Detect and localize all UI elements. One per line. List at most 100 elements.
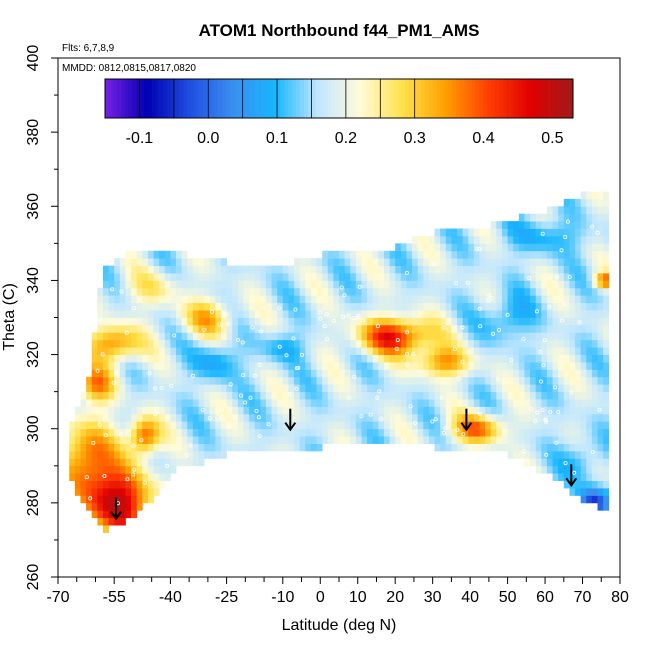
heatmap-cell — [288, 361, 295, 370]
heatmap-cell — [417, 406, 424, 415]
heatmap-cell — [541, 287, 548, 296]
heatmap-cell — [271, 399, 278, 407]
heatmap-cell — [451, 287, 458, 296]
heatmap-cell — [496, 280, 503, 289]
heatmap-cell — [563, 287, 570, 296]
heatmap-cell — [355, 250, 362, 259]
heatmap-cell — [209, 391, 216, 400]
heatmap-cell — [204, 413, 211, 422]
heatmap-cell — [170, 413, 177, 422]
heatmap-cell — [434, 235, 441, 244]
heatmap-cell — [569, 473, 576, 482]
heatmap-cell — [473, 273, 480, 281]
sample-marker — [200, 407, 205, 412]
heatmap-cell — [125, 399, 132, 407]
heatmap-cell — [524, 280, 531, 289]
heatmap-cell — [372, 413, 379, 422]
heatmap-cell — [97, 488, 104, 496]
heatmap-cell — [412, 258, 419, 266]
heatmap-cell — [164, 324, 171, 333]
heatmap-cell — [558, 250, 565, 259]
x-tick-label: -25 — [215, 589, 238, 606]
sample-marker — [569, 390, 574, 395]
heatmap-cell — [518, 317, 525, 326]
sample-marker — [487, 293, 492, 298]
heatmap-cell — [580, 443, 587, 452]
heatmap-cell — [204, 354, 211, 363]
heatmap-cell — [125, 473, 132, 482]
heatmap-cell — [451, 399, 458, 407]
heatmap-cell — [277, 369, 284, 378]
heatmap-cell — [209, 436, 216, 444]
heatmap-cell — [406, 295, 413, 304]
heatmap-cell — [187, 436, 194, 444]
heatmap-cell — [485, 243, 492, 252]
heatmap-cell — [490, 235, 497, 244]
heatmap-cell — [428, 265, 435, 274]
heatmap-cell — [518, 332, 525, 341]
heatmap-cell — [513, 406, 520, 415]
colorbar-swatch — [186, 79, 192, 118]
heatmap-cell — [344, 317, 351, 326]
sample-marker — [159, 385, 164, 390]
heatmap-cell — [265, 421, 272, 430]
heatmap-cell — [473, 310, 480, 318]
heatmap-cell — [451, 324, 458, 333]
heatmap-cell — [513, 310, 520, 318]
heatmap-cell — [541, 465, 548, 474]
heatmap-cell — [119, 465, 126, 474]
heatmap-cell — [153, 473, 160, 482]
heatmap-cell — [170, 421, 177, 430]
heatmap-cell — [277, 295, 284, 304]
heatmap-cell — [299, 258, 306, 266]
heatmap-cell — [479, 354, 486, 363]
heatmap-cell — [457, 354, 464, 363]
colorbar-swatch — [561, 79, 566, 118]
heatmap-cell — [265, 317, 272, 326]
heatmap-cell — [159, 250, 166, 259]
heatmap-cell — [327, 265, 334, 274]
heatmap-cell — [86, 376, 93, 385]
heatmap-cell — [209, 258, 216, 266]
heatmap-cell — [428, 235, 435, 244]
heatmap-cell — [400, 384, 407, 393]
heatmap-cell — [147, 473, 154, 482]
heatmap-cell — [114, 473, 121, 482]
heatmap-cell — [586, 213, 593, 222]
heatmap-cell — [558, 302, 565, 311]
heatmap-cell — [428, 258, 435, 266]
heatmap-cell — [91, 384, 98, 393]
heatmap-cell — [558, 287, 565, 296]
heatmap-cell — [569, 458, 576, 467]
heatmap-cell — [445, 399, 452, 407]
heatmap-cell — [198, 413, 205, 422]
heatmap-cell — [361, 413, 368, 422]
colorbar-swatch — [510, 79, 515, 118]
heatmap-cell — [546, 399, 553, 407]
colorbar-swatch — [147, 79, 153, 118]
sample-marker — [478, 324, 483, 329]
heatmap-cell — [597, 206, 604, 215]
heatmap-cell — [131, 258, 138, 266]
heatmap-cell — [299, 354, 306, 363]
heatmap-cell — [91, 406, 98, 415]
heatmap-cell — [327, 428, 334, 437]
heatmap-cell — [164, 436, 171, 444]
heatmap-cell — [603, 458, 610, 467]
heatmap-cell — [507, 369, 514, 378]
heatmap-cell — [277, 273, 284, 281]
sample-marker — [342, 293, 347, 298]
heatmap-cell — [153, 324, 160, 333]
heatmap-cell — [434, 421, 441, 430]
heatmap-cell — [91, 495, 98, 504]
heatmap-cell — [524, 376, 531, 385]
heatmap-cell — [552, 436, 559, 444]
heatmap-cell — [97, 354, 104, 363]
heatmap-cell — [322, 280, 329, 289]
heatmap-cell — [327, 287, 334, 296]
heatmap-cell — [164, 295, 171, 304]
heatmap-cell — [597, 191, 604, 200]
colorbar-swatch — [417, 79, 422, 118]
heatmap-cell — [367, 369, 374, 378]
heatmap-cell — [575, 221, 582, 229]
